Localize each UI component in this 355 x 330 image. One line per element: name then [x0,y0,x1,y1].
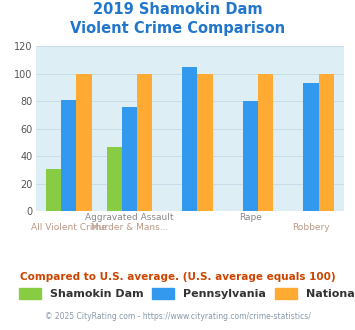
Bar [304,83,319,211]
Bar [106,147,122,211]
Bar [258,74,273,211]
Text: All Violent Crime: All Violent Crime [31,223,107,232]
Text: Violent Crime Comparison: Violent Crime Comparison [70,21,285,36]
Text: Rape: Rape [239,213,262,222]
Bar [197,74,213,211]
Bar [137,74,152,211]
Bar [182,67,197,211]
Bar [319,74,334,211]
Bar [76,74,92,211]
Bar [46,169,61,211]
Text: Aggravated Assault: Aggravated Assault [85,213,174,222]
Bar [243,101,258,211]
Text: Murder & Mans...: Murder & Mans... [91,223,168,232]
Bar [61,100,76,211]
Text: 2019 Shamokin Dam: 2019 Shamokin Dam [93,2,262,16]
Text: Compared to U.S. average. (U.S. average equals 100): Compared to U.S. average. (U.S. average … [20,272,335,282]
Legend: Shamokin Dam, Pennsylvania, National: Shamokin Dam, Pennsylvania, National [16,286,355,302]
Text: Robbery: Robbery [292,223,330,232]
Bar [122,107,137,211]
Text: © 2025 CityRating.com - https://www.cityrating.com/crime-statistics/: © 2025 CityRating.com - https://www.city… [45,312,310,321]
